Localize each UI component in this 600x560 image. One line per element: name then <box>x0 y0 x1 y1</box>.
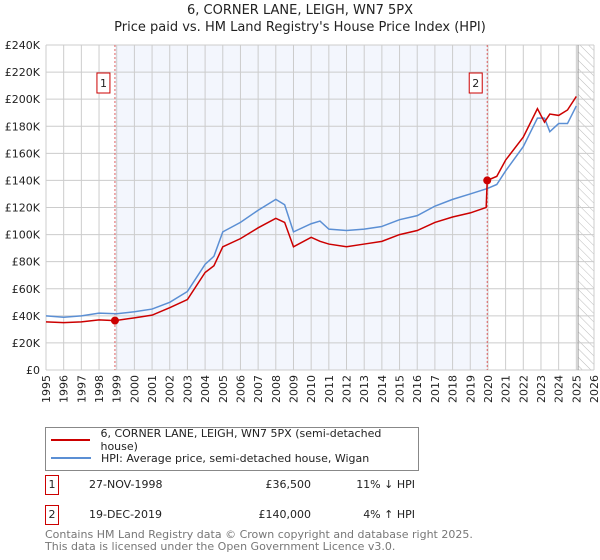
x-tick-label: 2002 <box>164 375 177 403</box>
x-tick-label: 2009 <box>287 375 300 403</box>
x-tick-label: 1999 <box>111 375 124 403</box>
y-tick-label: £240K <box>5 39 41 52</box>
footer: Contains HM Land Registry data © Crown c… <box>45 529 473 553</box>
sale-label-box <box>96 72 111 94</box>
footer-line-2: This data is licensed under the Open Gov… <box>45 540 396 553</box>
legend-swatch-hpi <box>51 457 91 459</box>
x-tick-label: 2001 <box>146 375 159 403</box>
sale-badge: 1 <box>45 475 59 495</box>
hpi-line <box>45 105 577 318</box>
y-tick-label: £200K <box>5 93 41 106</box>
sale-hpi-diff: 4% ↑ HPI <box>363 508 415 521</box>
x-tick-label: 2005 <box>217 375 230 403</box>
sale-label: 1 <box>100 77 107 90</box>
y-tick-label: £160K <box>5 147 41 160</box>
x-tick-label: 2012 <box>341 375 354 403</box>
chart-title: 6, CORNER LANE, LEIGH, WN7 5PX <box>186 3 414 18</box>
sale-price: £140,000 <box>258 508 312 521</box>
x-tick-label: 2024 <box>553 375 566 403</box>
sale-row-1: 1 27-NOV-1998 £36,500 11% ↓ HPI <box>45 475 445 495</box>
y-tick-label: £120K <box>5 202 41 215</box>
x-tick-label: 1995 <box>40 375 53 403</box>
x-tick-label: 2003 <box>181 375 194 403</box>
legend: 6, CORNER LANE, LEIGH, WN7 5PX (semi-det… <box>45 427 419 471</box>
y-tick-label: £80K <box>12 256 41 269</box>
x-tick-label: 2016 <box>411 375 424 403</box>
x-tick-label: 2026 <box>588 375 600 403</box>
x-tick-label: 2018 <box>447 375 460 403</box>
legend-label-hpi: HPI: Average price, semi-detached house,… <box>101 451 370 465</box>
x-tick-label: 2022 <box>517 375 530 403</box>
x-tick-label: 1997 <box>75 375 88 403</box>
x-tick-label: 2013 <box>358 375 371 403</box>
y-tick-label: £60K <box>12 283 41 296</box>
x-tick-label: 2020 <box>482 375 495 403</box>
y-tick-label: £20K <box>12 337 41 350</box>
x-tick-label: 2015 <box>394 375 407 403</box>
x-tick-label: 1998 <box>93 375 106 403</box>
y-tick-label: £180K <box>5 120 41 133</box>
sale-label: 2 <box>472 77 479 90</box>
sale-row-2: 2 19-DEC-2019 £140,000 4% ↑ HPI <box>45 505 445 525</box>
x-tick-label: 2008 <box>270 375 283 403</box>
footer-line-1: Contains HM Land Registry data © Crown c… <box>45 528 473 541</box>
sale-point <box>110 316 119 325</box>
x-tick-label: 1996 <box>58 375 71 403</box>
x-tick-label: 2004 <box>199 375 212 403</box>
sale-price: £36,500 <box>265 478 312 491</box>
x-tick-label: 2021 <box>500 375 513 403</box>
y-tick-label: £40K <box>12 310 41 323</box>
y-tick-label: £0 <box>26 364 40 377</box>
sale-label-box <box>468 72 483 94</box>
property-price-line <box>45 96 577 324</box>
legend-swatch-property <box>51 439 91 441</box>
plot-area: 1995 1996 1997 1998 1999 2000 2001 2002 2003 2004… <box>5 39 600 403</box>
x-tick-label: 2011 <box>323 375 336 403</box>
x-tick-label: 2023 <box>535 375 548 403</box>
x-tick-label: 2025 <box>570 375 583 403</box>
sale-date: 19-DEC-2019 <box>89 508 163 521</box>
y-tick-label: £100K <box>5 229 41 242</box>
sale-badge: 2 <box>45 505 59 525</box>
x-tick-label: 2019 <box>464 375 477 403</box>
chart-subtitle: Price paid vs. HM Land Registry's House … <box>114 20 486 35</box>
x-tick-label: 2006 <box>234 375 247 403</box>
sale-hpi-diff: 11% ↓ HPI <box>356 478 415 491</box>
sale-point <box>483 176 492 185</box>
y-tick-label: £220K <box>5 66 41 79</box>
legend-label-property: 6, CORNER LANE, LEIGH, WN7 5PX (semi-det… <box>100 427 382 453</box>
x-tick-label: 2000 <box>128 375 141 403</box>
x-tick-label: 2017 <box>429 375 442 403</box>
x-tick-label: 2010 <box>305 375 318 403</box>
x-tick-label: 2014 <box>376 375 389 403</box>
sale-date: 27-NOV-1998 <box>89 478 163 491</box>
y-tick-label: £140K <box>5 174 41 187</box>
x-tick-label: 2007 <box>252 375 265 403</box>
